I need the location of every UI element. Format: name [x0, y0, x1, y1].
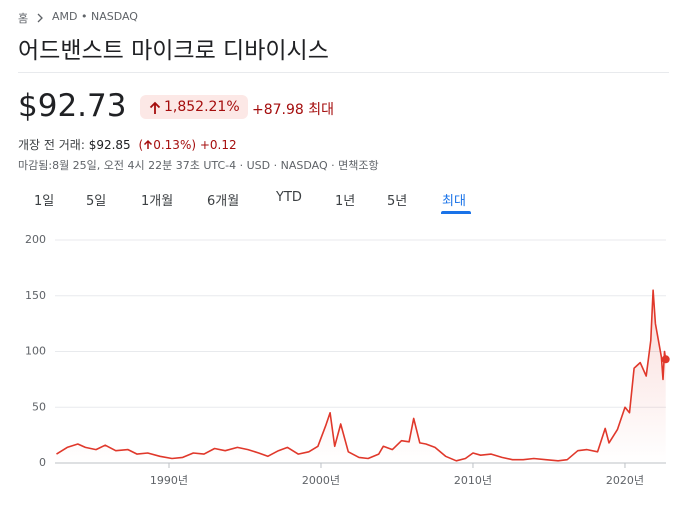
company-title: 어드밴스트 마이크로 디바이시스 — [18, 38, 329, 64]
y-tick-label: 0 — [39, 456, 46, 469]
premarket-value: +0.12 — [199, 138, 237, 152]
up-arrow-icon — [149, 101, 161, 114]
range-tab[interactable]: 5년 — [387, 194, 408, 209]
change-value: +87.98 최대 — [252, 102, 335, 118]
range-tab[interactable]: 최대 — [442, 194, 466, 209]
premarket: 개장 전 거래: $92.85 (0.13%) +0.12 — [18, 136, 237, 153]
x-tick-label: 1990년 — [150, 474, 188, 487]
premarket-price: $92.85 — [88, 138, 131, 152]
active-tab-indicator — [441, 211, 471, 214]
separator — [18, 72, 669, 73]
chart: 0 50 100 150 200 1990년 2000년 2010년 2020년 — [25, 233, 670, 487]
up-arrow-icon — [144, 139, 153, 149]
range-tab[interactable]: 1일 — [34, 194, 55, 209]
range-tab[interactable]: 5일 — [86, 194, 107, 209]
change-percent: 1,852.21% — [164, 99, 240, 115]
status-line: 마감됨:8월 25일, 오전 4시 22분 37초 UTC-4 · USD · … — [18, 159, 379, 172]
breadcrumb-ticker: AMD • NASDAQ — [52, 10, 138, 23]
y-tick-label: 50 — [32, 400, 46, 413]
premarket-percent: 0.13%) — [153, 138, 197, 152]
premarket-percent-open: ( — [138, 138, 144, 152]
x-tick-label: 2000년 — [302, 474, 340, 487]
x-tick-label: 2010년 — [454, 474, 492, 487]
y-tick-label: 100 — [25, 345, 46, 358]
last-point — [661, 355, 670, 364]
range-tab[interactable]: 1개월 — [141, 194, 174, 209]
area-fill — [56, 290, 666, 463]
breadcrumb-home[interactable]: 홈 — [18, 12, 29, 25]
premarket-label: 개장 전 거래: — [18, 138, 85, 152]
price-line — [56, 289, 667, 462]
range-tab[interactable]: 6개월 — [207, 194, 240, 209]
range-tab[interactable]: YTD — [276, 190, 302, 205]
x-tick-label: 2020년 — [606, 474, 644, 487]
price: $92.73 — [18, 88, 127, 124]
y-tick-label: 150 — [25, 289, 46, 302]
chevron-icon — [37, 13, 43, 23]
range-tab[interactable]: 1년 — [335, 194, 356, 209]
y-tick-label: 200 — [25, 233, 46, 246]
